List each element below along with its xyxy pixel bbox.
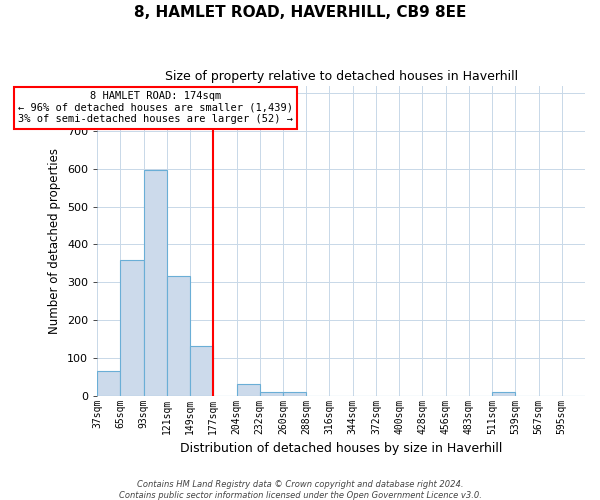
Text: Contains HM Land Registry data © Crown copyright and database right 2024.
Contai: Contains HM Land Registry data © Crown c…	[119, 480, 481, 500]
Bar	[283, 392, 306, 396]
Title: Size of property relative to detached houses in Haverhill: Size of property relative to detached ho…	[164, 70, 518, 83]
Y-axis label: Number of detached properties: Number of detached properties	[49, 148, 61, 334]
Bar	[143, 170, 167, 396]
Bar	[236, 384, 260, 396]
Bar	[190, 346, 213, 396]
Bar	[260, 392, 283, 396]
Bar	[97, 371, 121, 396]
Bar	[167, 276, 190, 396]
Text: 8, HAMLET ROAD, HAVERHILL, CB9 8EE: 8, HAMLET ROAD, HAVERHILL, CB9 8EE	[134, 5, 466, 20]
Text: 8 HAMLET ROAD: 174sqm
← 96% of detached houses are smaller (1,439)
3% of semi-de: 8 HAMLET ROAD: 174sqm ← 96% of detached …	[18, 91, 293, 124]
X-axis label: Distribution of detached houses by size in Haverhill: Distribution of detached houses by size …	[180, 442, 502, 455]
Bar	[492, 392, 515, 396]
Bar	[121, 260, 143, 396]
